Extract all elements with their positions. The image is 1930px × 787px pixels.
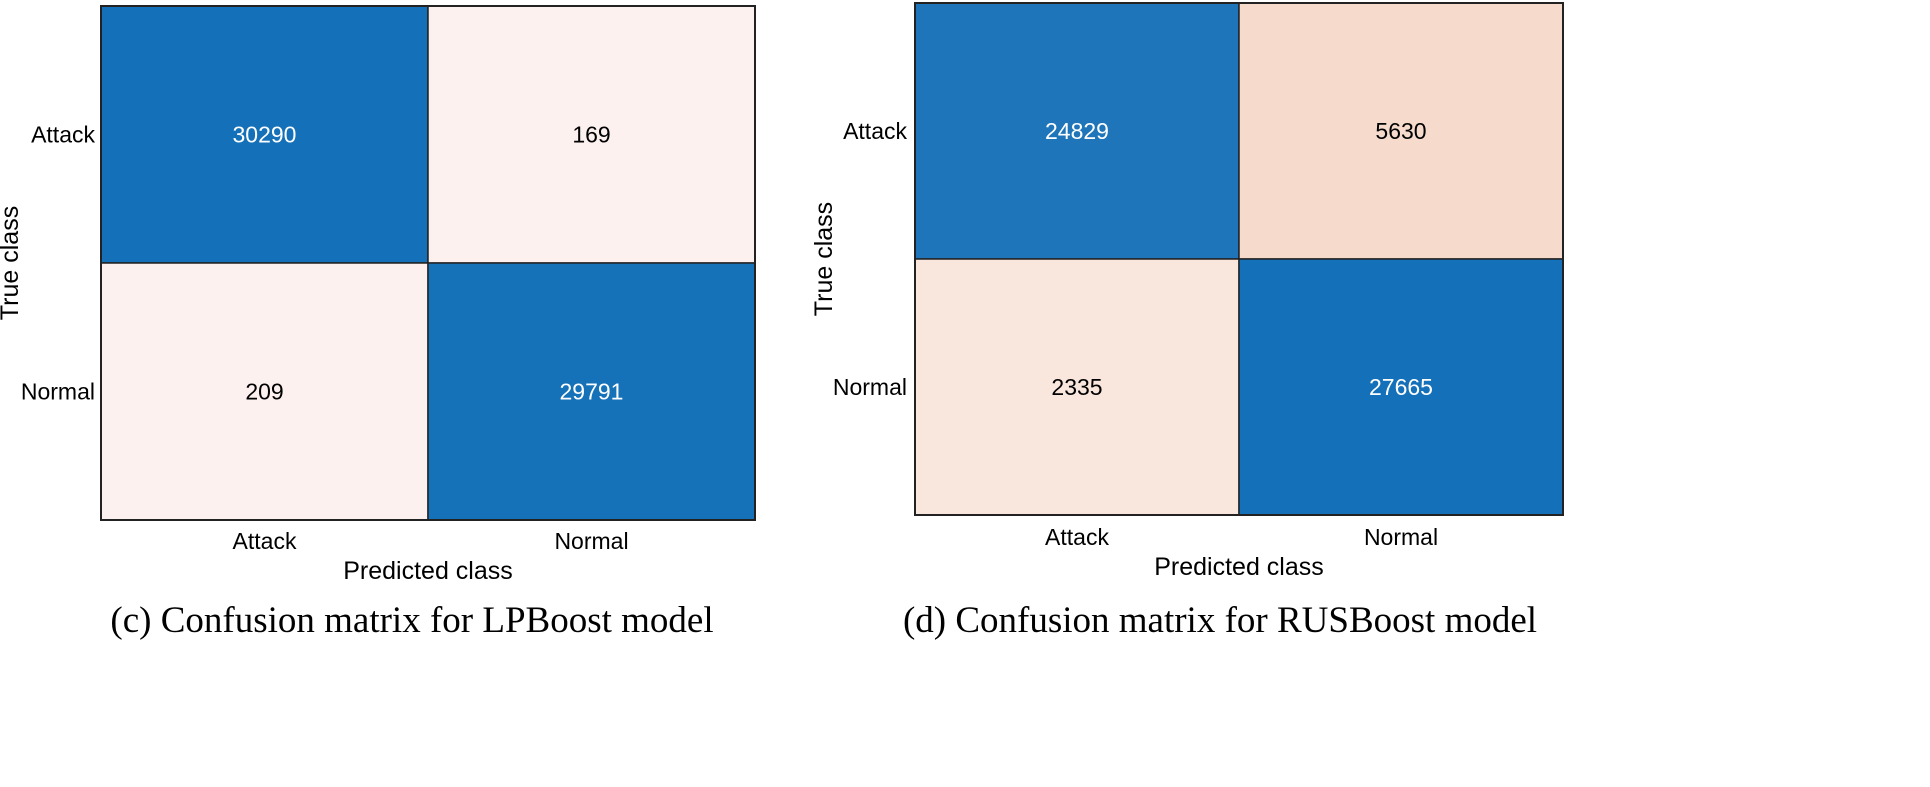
matrix-cell-r1-c0 xyxy=(100,262,429,521)
cell-value: 30290 xyxy=(233,122,297,148)
y-axis-label: True class xyxy=(810,202,838,316)
confusion-matrix-rusboost: 24829 5630 2335 27665 Attack Normal Attack Norm… xyxy=(810,2,1564,641)
y-axis-label: True class xyxy=(0,206,24,320)
x-tick-label: Attack xyxy=(1045,524,1109,550)
y-tick-label: Normal xyxy=(21,379,95,405)
y-tick-label: Attack xyxy=(31,122,95,148)
figure-caption: (d) Confusion matrix for RUSBoost model xyxy=(903,600,1537,641)
matrix-cell-r1-c1 xyxy=(1238,258,1564,516)
cell-value: 209 xyxy=(245,379,283,405)
y-tick-label: Attack xyxy=(843,118,907,144)
matrix-cell-r1-c1 xyxy=(427,262,756,521)
cell-value: 29791 xyxy=(560,379,624,405)
x-axis-label: Predicted class xyxy=(343,557,513,585)
cell-value: 5630 xyxy=(1375,118,1426,144)
x-tick-label: Normal xyxy=(1364,524,1438,550)
x-axis-label: Predicted class xyxy=(1154,553,1324,581)
cell-value: 169 xyxy=(572,122,610,148)
cell-value: 2335 xyxy=(1051,374,1102,400)
matrix-cell-r0-c1 xyxy=(427,5,756,264)
x-tick-label: Attack xyxy=(233,528,297,554)
matrix-frame xyxy=(100,5,756,521)
y-tick-label: Normal xyxy=(833,374,907,400)
figure-caption: (c) Confusion matrix for LPBoost model xyxy=(110,600,713,641)
cell-value: 27665 xyxy=(1369,374,1433,400)
matrix-cell-r0-c1 xyxy=(1238,2,1564,260)
x-tick-label: Normal xyxy=(554,528,628,554)
confusion-matrix-lpboost: 30290 169 209 29791 Attack Normal Attack Normal… xyxy=(0,5,756,641)
cell-value: 24829 xyxy=(1045,118,1109,144)
matrix-cell-r0-c0 xyxy=(100,5,429,264)
matrix-frame xyxy=(914,2,1564,516)
